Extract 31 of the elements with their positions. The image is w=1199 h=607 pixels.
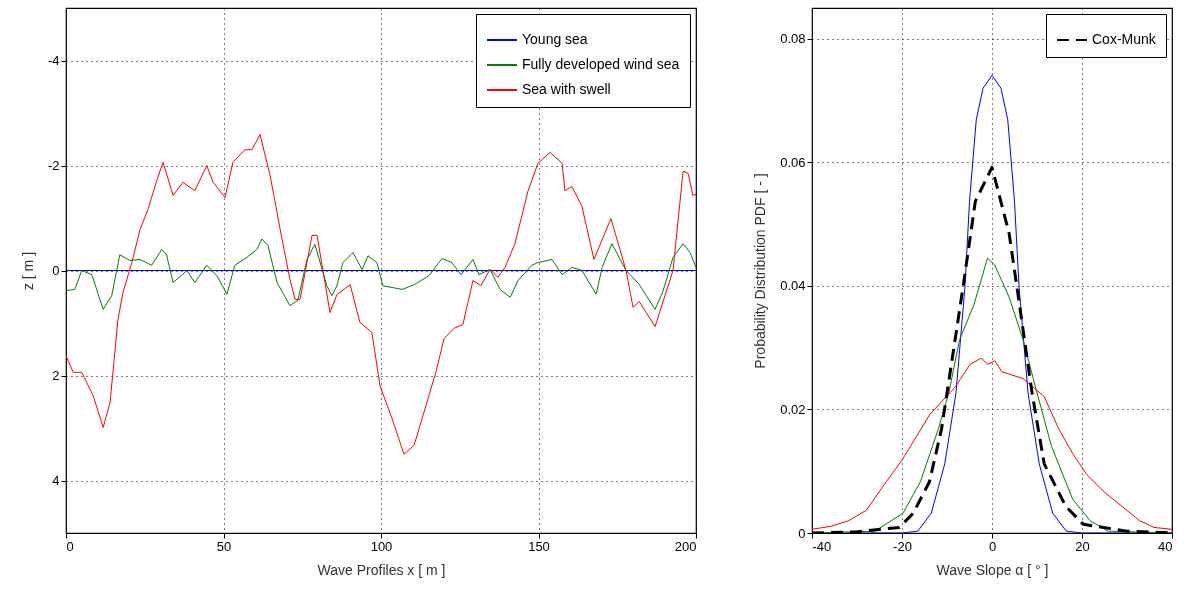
y-tick-label: 0: [798, 525, 806, 541]
x-axis-title: Wave Slope α [ ° ]: [936, 561, 1049, 578]
legend-label: Fully developed wind sea: [522, 56, 680, 72]
y-tick-label: -2: [47, 158, 60, 173]
x-tick-label: 0: [66, 538, 74, 554]
x-tick-label: 200: [674, 538, 697, 554]
x-tick-label: 100: [370, 538, 393, 554]
y-axis-title: Probability Distribution PDF [ - ]: [752, 173, 769, 369]
x-axis-title: Wave Profiles x [ m ]: [317, 561, 446, 578]
line-series: [812, 357, 1172, 530]
legend-label: Sea with swell: [522, 81, 611, 97]
y-tick-label: 0.04: [780, 278, 806, 294]
y-tick-label: 4: [52, 473, 60, 488]
y-tick-label: 0.02: [780, 401, 806, 417]
y-axis-title: z [ m ]: [19, 251, 36, 291]
y-tick-label: 2: [52, 368, 60, 383]
legend-label: Cox-Munk: [1092, 31, 1157, 47]
x-tick-label: 20: [1075, 538, 1090, 554]
x-tick-label: 40: [1158, 538, 1173, 554]
x-tick-label: -20: [893, 538, 912, 554]
x-tick-label: 0: [988, 538, 997, 554]
line-series: [66, 134, 696, 455]
y-tick-label: 0.08: [780, 31, 806, 47]
x-tick-label: -40: [812, 538, 832, 554]
x-tick-label: 50: [216, 538, 232, 554]
line-series: [66, 238, 696, 310]
y-tick-label: 0.06: [780, 154, 806, 170]
y-tick-label: -4: [47, 53, 60, 68]
legend-label: Young sea: [522, 31, 588, 47]
x-tick-label: 150: [528, 538, 550, 554]
y-tick-label: 0: [52, 263, 60, 278]
